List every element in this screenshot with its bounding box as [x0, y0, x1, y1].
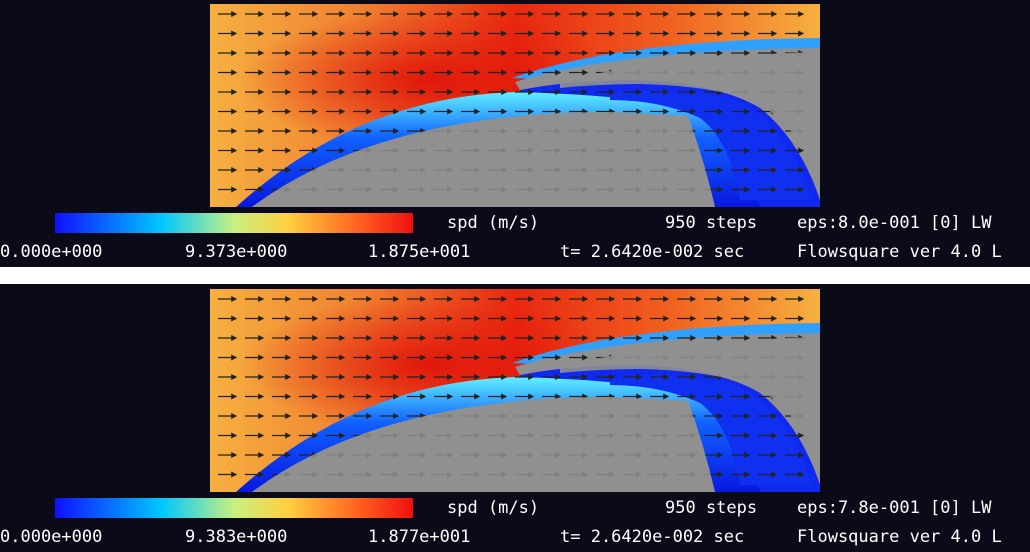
flap-cover	[560, 52, 820, 180]
steps-label: 950 steps	[665, 213, 757, 233]
airfoil-cover	[252, 397, 715, 492]
colorbar-min: 0.000e+000	[0, 527, 102, 547]
variable-label: spd (m/s)	[447, 213, 539, 233]
eps-label: eps:8.0e-001 [0] LW	[797, 213, 992, 233]
colorbar-max: 1.877e+001	[368, 527, 470, 547]
colorbar	[55, 213, 413, 233]
time-label: t= 2.6420e-002 sec	[560, 527, 744, 547]
time-label: t= 2.6420e-002 sec	[560, 242, 744, 262]
flap-channel	[610, 375, 812, 485]
colorbar-mid: 9.383e+000	[185, 527, 287, 547]
version-label: Flowsquare ver 4.0 L	[797, 242, 1002, 262]
colorbar-max: 1.875e+001	[368, 242, 470, 262]
flow-field	[210, 4, 820, 208]
flow-field	[210, 289, 820, 492]
eps-label: eps:7.8e-001 [0] LW	[797, 498, 992, 518]
steps-label: 950 steps	[665, 498, 757, 518]
variable-label: spd (m/s)	[447, 498, 539, 518]
result-panel: spd (m/s) 950 steps eps:7.8e-001 [0] LW 0.0…	[0, 289, 1002, 547]
result-panel: spd (m/s) 950 steps eps:8.0e-001 [0] LW 0.0…	[0, 4, 1002, 262]
airfoil-cover	[252, 112, 715, 207]
flap-channel	[610, 90, 812, 200]
colorbar	[55, 498, 413, 518]
flap-cover	[560, 337, 820, 465]
version-label: Flowsquare ver 4.0 L	[797, 527, 1002, 547]
separator	[0, 267, 1030, 284]
colorbar-mid: 9.373e+000	[185, 242, 287, 262]
colorbar-min: 0.000e+000	[0, 242, 102, 262]
